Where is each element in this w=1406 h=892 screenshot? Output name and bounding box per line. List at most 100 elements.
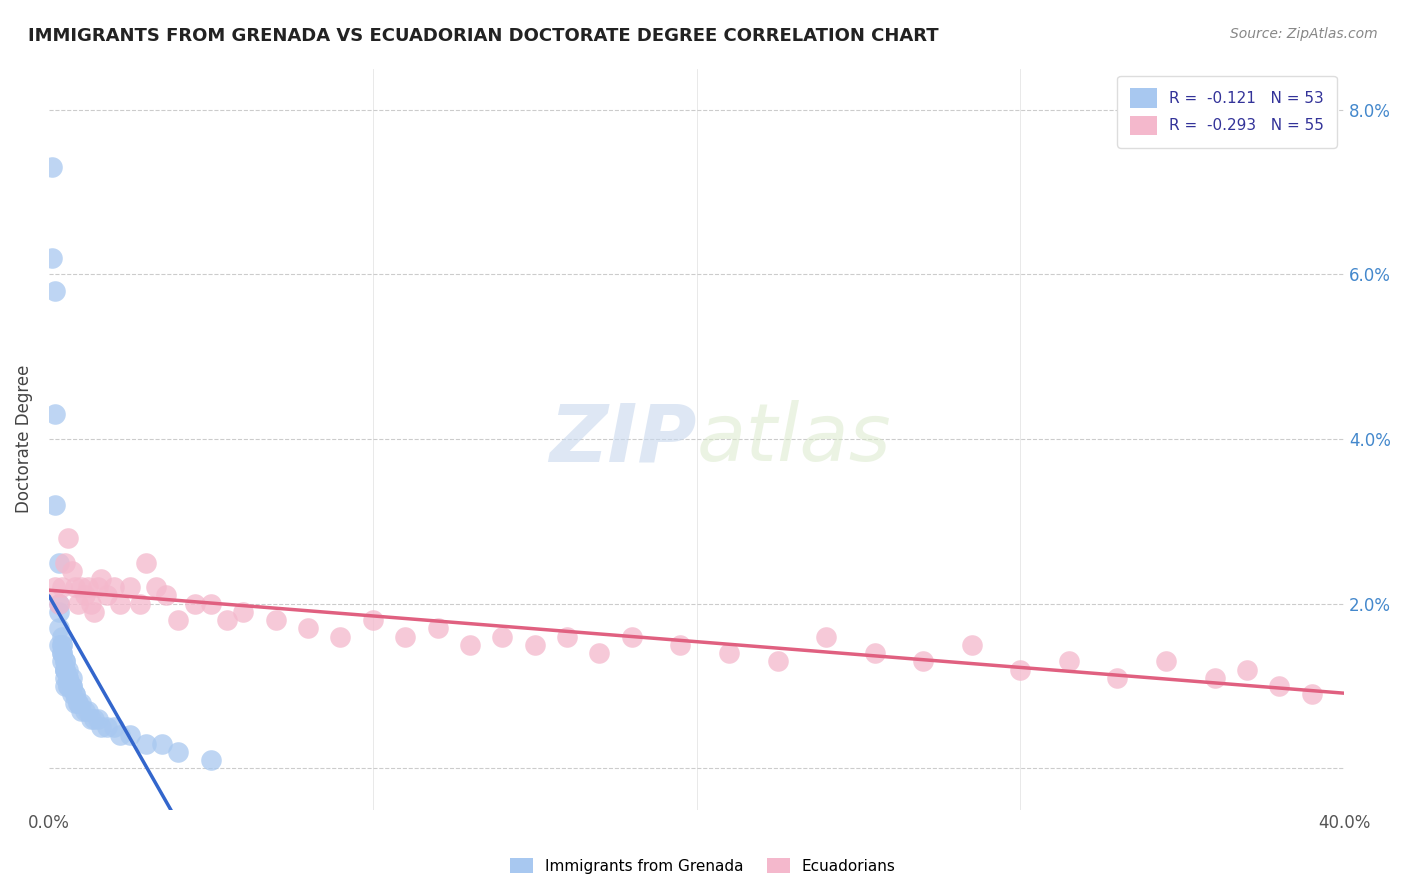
Point (53, 663, 76, 677)
Point (1301, 687, 1323, 701)
Point (73, 704, 96, 718)
Point (67, 597, 90, 611)
Point (669, 638, 692, 652)
Point (44, 498, 66, 512)
Point (60, 671, 83, 685)
Text: atlas: atlas (696, 400, 891, 478)
Point (1107, 671, 1129, 685)
Point (53, 663, 76, 677)
Point (90, 572, 112, 586)
Point (86, 712, 108, 726)
Point (118, 728, 141, 742)
Point (523, 638, 546, 652)
Point (48, 556, 70, 570)
Point (53, 654, 76, 668)
Point (83, 605, 105, 619)
Point (108, 728, 131, 742)
Point (815, 630, 838, 644)
Point (717, 646, 740, 660)
Point (1010, 663, 1032, 677)
Point (73, 589, 96, 603)
Point (96, 589, 118, 603)
Point (53, 663, 76, 677)
Point (620, 630, 643, 644)
Point (51, 646, 73, 660)
Point (63, 687, 86, 701)
Point (200, 753, 222, 767)
Point (150, 737, 173, 751)
Point (44, 407, 66, 421)
Point (96, 720, 118, 734)
Point (44, 284, 66, 298)
Text: IMMIGRANTS FROM GRENADA VS ECUADORIAN DOCTORATE DEGREE CORRELATION CHART: IMMIGRANTS FROM GRENADA VS ECUADORIAN DO… (28, 27, 939, 45)
Point (58, 663, 80, 677)
Point (394, 630, 416, 644)
Point (53, 671, 76, 685)
Point (135, 556, 157, 570)
Point (70, 580, 93, 594)
Point (232, 605, 254, 619)
Point (458, 638, 481, 652)
Point (155, 589, 177, 603)
Y-axis label: Doctorate Degree: Doctorate Degree (15, 365, 32, 513)
Point (44, 580, 66, 594)
Point (58, 671, 80, 685)
Point (70, 704, 93, 718)
Text: Source: ZipAtlas.com: Source: ZipAtlas.com (1230, 27, 1378, 41)
Point (80, 597, 103, 611)
Point (60, 564, 83, 578)
Point (766, 654, 789, 668)
Point (264, 613, 287, 627)
Point (1268, 679, 1291, 693)
Point (86, 580, 108, 594)
Point (51, 638, 73, 652)
Point (41, 251, 63, 265)
Point (1057, 654, 1080, 668)
Point (60, 679, 83, 693)
Point (41, 161, 63, 175)
Point (60, 687, 83, 701)
Point (183, 597, 205, 611)
Point (51, 646, 73, 660)
Point (53, 556, 76, 570)
Point (863, 646, 886, 660)
Point (53, 679, 76, 693)
Point (215, 613, 238, 627)
Legend: Immigrants from Grenada, Ecuadorians: Immigrants from Grenada, Ecuadorians (505, 852, 901, 880)
Point (912, 654, 935, 668)
Point (103, 720, 125, 734)
Point (76, 704, 98, 718)
Point (167, 745, 190, 759)
Legend: R =  -0.121   N = 53, R =  -0.293   N = 55: R = -0.121 N = 53, R = -0.293 N = 55 (1118, 76, 1337, 147)
Point (48, 605, 70, 619)
Point (426, 621, 449, 635)
Point (588, 646, 610, 660)
Point (491, 630, 513, 644)
Point (80, 712, 103, 726)
Point (118, 580, 141, 594)
Point (51, 654, 73, 668)
Point (60, 679, 83, 693)
Point (1236, 663, 1258, 677)
Point (200, 597, 222, 611)
Point (53, 654, 76, 668)
Point (70, 696, 93, 710)
Point (167, 613, 190, 627)
Point (103, 580, 125, 594)
Point (1154, 654, 1177, 668)
Point (63, 580, 86, 594)
Point (48, 638, 70, 652)
Point (58, 679, 80, 693)
Point (58, 671, 80, 685)
Point (361, 613, 384, 627)
Point (297, 621, 319, 635)
Point (58, 531, 80, 545)
Point (90, 720, 112, 734)
Point (1204, 671, 1226, 685)
Point (67, 696, 90, 710)
Point (48, 597, 70, 611)
Point (960, 638, 983, 652)
Point (329, 630, 352, 644)
Point (128, 597, 150, 611)
Point (63, 696, 86, 710)
